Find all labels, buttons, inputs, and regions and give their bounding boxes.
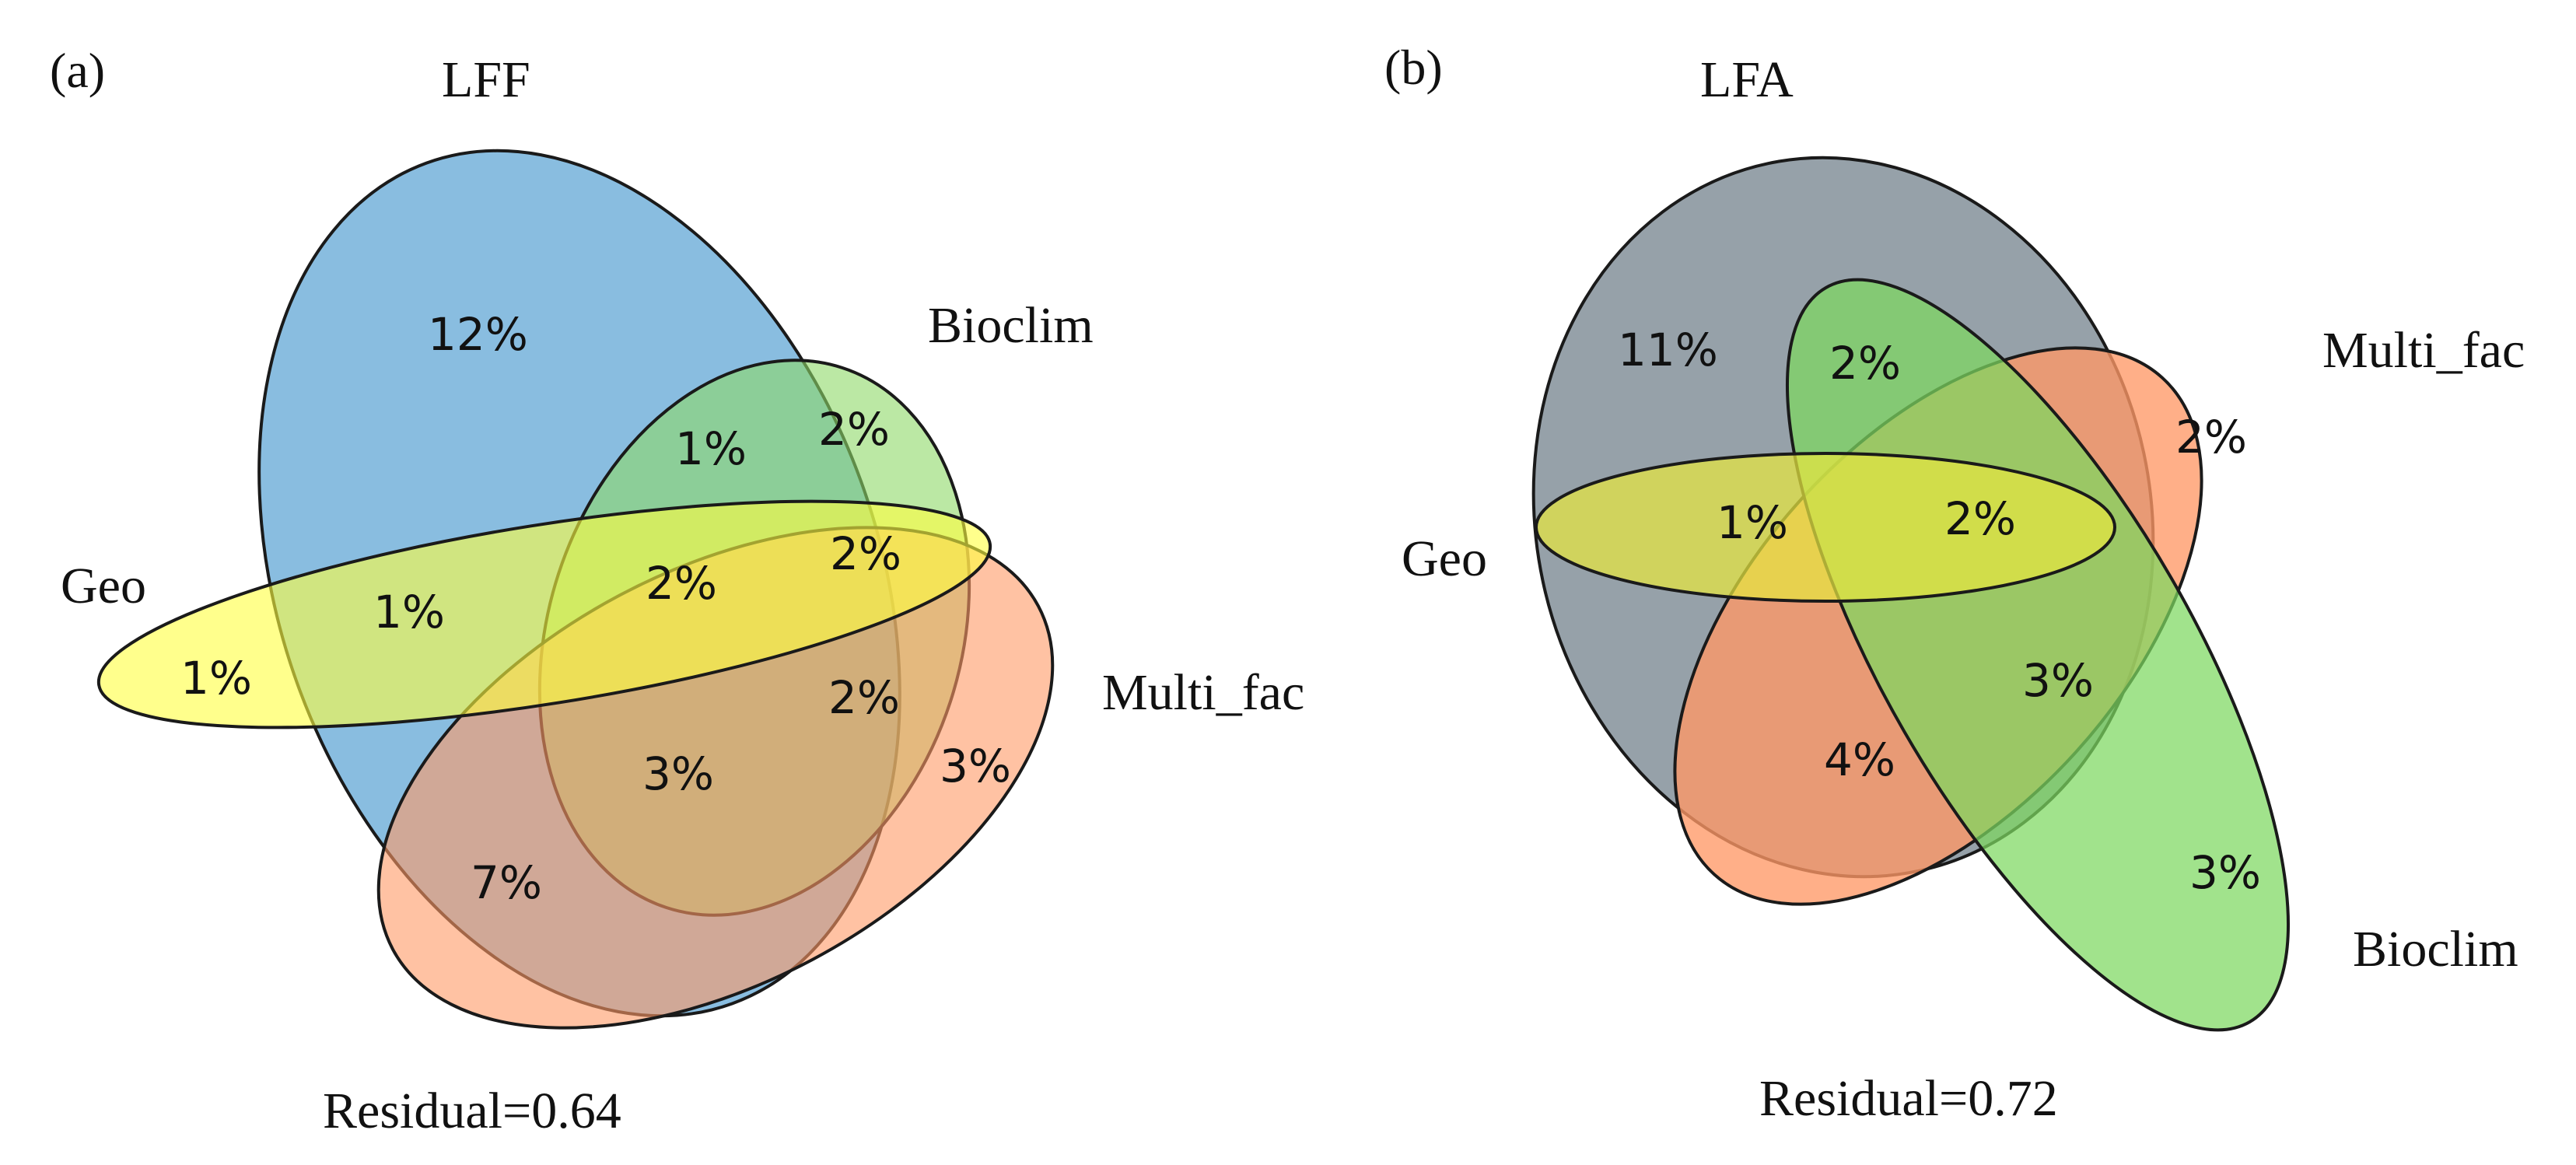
value-lfa-only: 11% bbox=[1618, 324, 1718, 376]
label-geo: Geo bbox=[61, 558, 146, 614]
panel-b-label: (b) bbox=[1384, 40, 1443, 95]
label-geo-b: Geo bbox=[1402, 530, 1487, 587]
value-bioclim-multi: 2% bbox=[828, 671, 900, 724]
value-lff-bioclim-multi: 3% bbox=[642, 747, 714, 800]
label-bioclim: Bioclim bbox=[928, 297, 1094, 354]
value-lfa-bioclim: 2% bbox=[1829, 337, 1901, 390]
value-lff-only: 12% bbox=[428, 308, 528, 361]
value-center: 2% bbox=[646, 557, 717, 610]
label-multi-fac-b: Multi_fac bbox=[2322, 322, 2525, 379]
panel-a: (a) LFF Bioclim Geo Multi_fac 12% 1% 2% … bbox=[50, 43, 1304, 1139]
panel-a-label: (a) bbox=[50, 43, 105, 98]
value-lff-bioclim: 1% bbox=[675, 422, 747, 475]
residual-a: Residual=0.64 bbox=[323, 1083, 621, 1139]
value-bioclim-only-b: 3% bbox=[2189, 846, 2261, 899]
label-bioclim-b: Bioclim bbox=[2353, 921, 2518, 978]
label-lff: LFF bbox=[442, 51, 530, 108]
value-lff-multi: 7% bbox=[471, 856, 542, 909]
value-geo-lff: 1% bbox=[373, 586, 445, 638]
value-multi-only: 3% bbox=[940, 740, 1011, 792]
value-lfa-multi: 4% bbox=[1824, 733, 1895, 786]
value-bioclim-only: 2% bbox=[818, 403, 890, 456]
value-geo-only: 1% bbox=[180, 652, 252, 705]
value-geo-lfa: 1% bbox=[1717, 496, 1788, 549]
residual-b: Residual=0.72 bbox=[1759, 1070, 2058, 1127]
value-center-b: 2% bbox=[1944, 492, 2016, 545]
ellipse-geo-b bbox=[1535, 452, 2116, 603]
panel-b: (b) LFA Multi_fac Geo Bioclim 11% 2% 2% … bbox=[1384, 40, 2525, 1127]
ellipse-geo bbox=[96, 499, 992, 729]
label-lfa: LFA bbox=[1700, 51, 1794, 108]
value-multi-only-b: 2% bbox=[2175, 411, 2247, 464]
value-bioclim-multi-b: 3% bbox=[2022, 654, 2094, 707]
label-multi-fac: Multi_fac bbox=[1102, 664, 1304, 721]
value-geo-bioclim-multi: 2% bbox=[830, 527, 901, 580]
